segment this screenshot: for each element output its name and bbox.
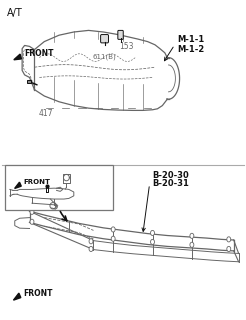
Text: 13: 13 [38,178,48,187]
Circle shape [151,239,154,244]
Text: B-20-30: B-20-30 [153,171,189,180]
Text: B-20-31: B-20-31 [153,179,189,188]
Circle shape [227,246,231,252]
Polygon shape [14,293,21,300]
Text: 153: 153 [119,42,134,51]
Polygon shape [15,182,21,188]
Polygon shape [14,54,21,60]
FancyBboxPatch shape [118,30,123,39]
Text: FRONT: FRONT [24,180,51,185]
Circle shape [190,233,194,238]
Circle shape [111,236,115,241]
Circle shape [190,242,194,247]
Circle shape [111,227,115,232]
Circle shape [30,209,34,214]
Text: 200(B): 200(B) [62,197,85,203]
Circle shape [89,246,93,252]
Text: FRONT: FRONT [24,49,54,58]
Text: M-1-2: M-1-2 [177,45,204,54]
Circle shape [89,239,93,244]
Text: M-1-1: M-1-1 [177,36,204,44]
Circle shape [151,230,154,236]
Text: 417: 417 [38,109,53,118]
Bar [27,80,31,83]
Text: A/T: A/T [7,8,23,18]
Text: 779: 779 [66,183,80,189]
Bar [5,165,113,210]
Circle shape [227,237,231,242]
Circle shape [30,219,34,224]
Text: FRONT: FRONT [23,289,53,298]
Text: 200(A): 200(A) [75,169,99,175]
Text: 611(B): 611(B) [92,54,116,60]
FancyBboxPatch shape [101,35,108,43]
